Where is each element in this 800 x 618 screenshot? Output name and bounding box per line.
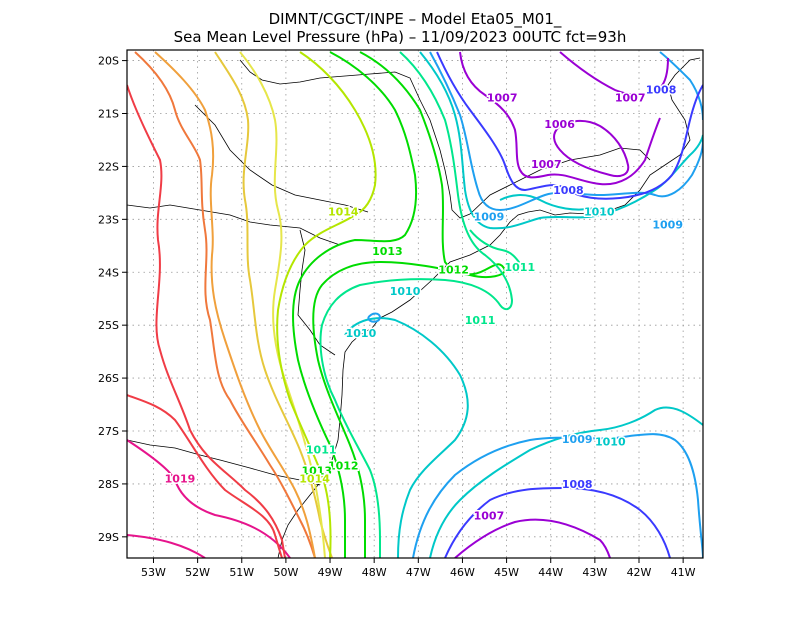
chart-title-line1: DIMNT/CGCT/INPE – Model Eta05_M01_ xyxy=(269,10,562,29)
isobar-1013 xyxy=(292,51,418,558)
isobar-1010-small-loop xyxy=(367,312,382,323)
y-tick-labels: 20S 21S 22S 23S 24S 25S 26S 27S 28S 29S xyxy=(98,55,127,544)
y-tick-label: 23S xyxy=(98,213,119,226)
isobars xyxy=(127,51,703,558)
y-tick-label: 28S xyxy=(98,478,119,491)
x-tick-label: 49W xyxy=(318,566,343,579)
isobar-1008b xyxy=(444,486,671,558)
x-tick-labels: 53W 52W 51W 50W 49W 48W 47W 46W 45W 44W 43W 42W 41W xyxy=(141,558,696,579)
x-tick-label: 43W xyxy=(582,566,607,579)
isobar-1011 xyxy=(319,51,514,558)
isobar-1009 xyxy=(429,51,703,212)
isobar-1007c xyxy=(454,518,611,558)
contour-label: 1008 xyxy=(646,84,677,97)
isobar-1010c xyxy=(429,406,703,558)
contour-label: 1010 xyxy=(595,436,626,449)
y-tick-label: 25S xyxy=(98,319,119,332)
contour-label: 1006 xyxy=(544,118,575,131)
x-tick-label: 46W xyxy=(450,566,475,579)
contour-label: 1014 xyxy=(328,205,359,218)
contour-label: 1010 xyxy=(390,285,421,298)
y-tick-label: 27S xyxy=(98,425,119,438)
contour-label: 1008 xyxy=(553,184,584,197)
x-tick-label: 50W xyxy=(273,566,298,579)
contour-label: 1013 xyxy=(372,245,403,258)
contour-label: 1011 xyxy=(465,314,496,327)
isobar-1010 xyxy=(419,51,703,230)
contour-label: 1013 xyxy=(301,465,332,478)
contour-label: 1019 xyxy=(165,473,196,486)
y-tick-label: 22S xyxy=(98,160,119,173)
y-tick-label: 21S xyxy=(98,108,119,121)
x-tick-label: 47W xyxy=(406,566,431,579)
isobar-1008 xyxy=(436,51,703,200)
isobar-1017 xyxy=(134,51,316,558)
contour-label: 1009 xyxy=(652,219,683,232)
contour-label: 1007 xyxy=(474,510,505,523)
x-tick-label: 42W xyxy=(627,566,652,579)
x-tick-label: 45W xyxy=(494,566,519,579)
contour-label: 1007 xyxy=(615,92,646,105)
contour-label: 1009 xyxy=(562,433,593,446)
contour-label: 1008 xyxy=(562,478,593,491)
chart-title-line2: Sea Mean Level Pressure (hPa) – 11/09/20… xyxy=(174,28,627,46)
x-tick-label: 53W xyxy=(141,566,166,579)
isobar-1016 xyxy=(154,51,316,558)
isobar-1010d xyxy=(499,194,596,211)
x-tick-label: 52W xyxy=(185,566,210,579)
isobar-1009b xyxy=(412,433,703,558)
x-tick-label: 44W xyxy=(538,566,563,579)
contour-label: 1012 xyxy=(438,264,469,277)
grid-lines xyxy=(127,50,703,558)
plot-area xyxy=(127,51,703,558)
isobar-1007 xyxy=(459,51,661,186)
contour-label: 1011 xyxy=(505,261,536,274)
isobar-1019 xyxy=(127,534,206,558)
contour-label: 1012 xyxy=(328,459,359,472)
y-tick-label: 29S xyxy=(98,531,119,544)
state-border xyxy=(127,439,321,486)
isobar-1018 xyxy=(127,394,283,558)
isobar-1015 xyxy=(214,51,333,558)
plot-frame xyxy=(126,49,704,559)
state-border xyxy=(297,229,336,356)
x-tick-label: 48W xyxy=(362,566,387,579)
contour-label: 1010 xyxy=(584,205,615,218)
y-tick-label: 24S xyxy=(98,266,119,279)
contour-label: 1009 xyxy=(474,211,505,224)
isobar-1014 xyxy=(239,51,326,558)
x-tick-label: 41W xyxy=(671,566,696,579)
isobar-1007b xyxy=(559,51,669,96)
isobar-1020 xyxy=(127,439,291,558)
contour-label: 1007 xyxy=(531,158,562,171)
isobar-1006 xyxy=(553,120,630,178)
contour-label: 1011 xyxy=(306,444,337,457)
state-border xyxy=(127,204,341,246)
y-tick-label: 26S xyxy=(98,372,119,385)
y-tick-label: 20S xyxy=(98,55,119,68)
coastline-map xyxy=(127,57,701,558)
isobar-1012 xyxy=(312,51,507,558)
state-border xyxy=(194,104,369,213)
x-tick-label: 51W xyxy=(229,566,254,579)
contour-label: 1010 xyxy=(346,327,377,340)
isobar-1010b xyxy=(344,317,469,558)
state-border xyxy=(419,99,471,219)
isobar-1011b xyxy=(469,229,526,271)
contour-label: 1014 xyxy=(299,473,330,486)
isobar-1018b xyxy=(127,84,286,558)
contour-label: 1007 xyxy=(487,92,518,105)
isobar-1014b xyxy=(276,51,377,558)
